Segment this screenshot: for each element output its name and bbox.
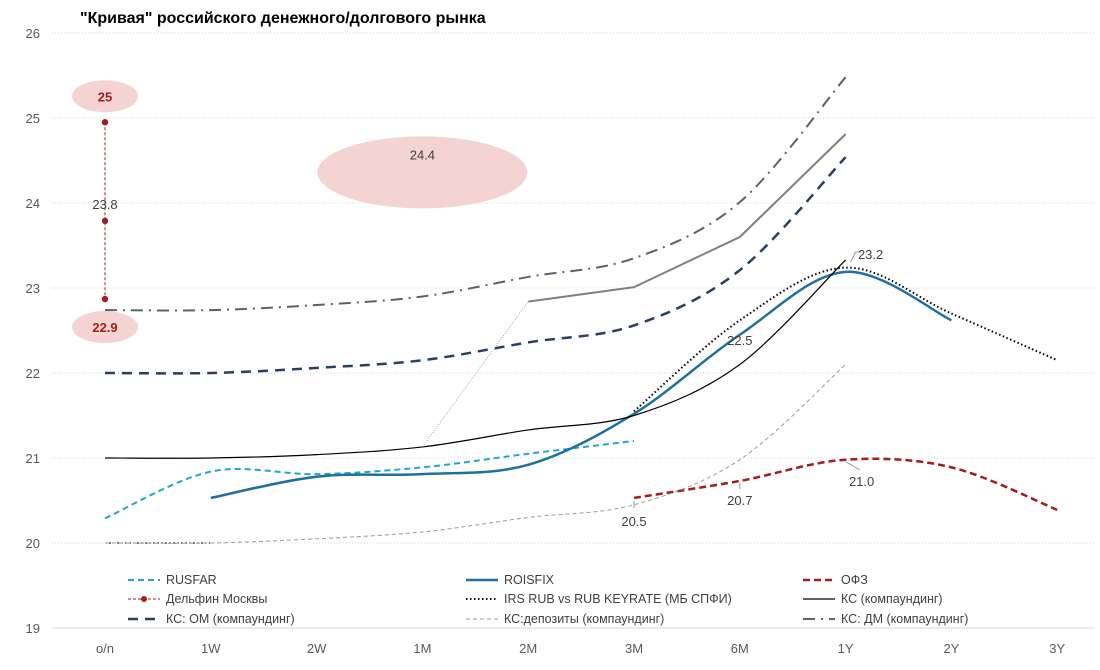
y-tick-label: 26 [26,26,40,41]
y-tick-label: 21 [26,451,40,466]
legend-label: КС: ОМ (компаундинг) [166,612,295,626]
legend-item: КС:депозиты (компаундинг) [466,612,664,626]
y-tick-label: 23 [26,281,40,296]
legend-label: КС:депозиты (компаундинг) [504,612,664,626]
x-tick-label: 1Y [838,641,854,656]
y-tick-label: 19 [26,621,40,636]
x-tick-label: 6M [731,641,749,656]
legend-item: Дельфин Москвы [128,592,267,606]
highlight-ellipse [317,136,528,209]
legend-marker [141,596,147,602]
x-tick-label: 3Y [1049,641,1065,656]
data-label: 24.4 [410,147,435,162]
legend-label: ROISFIX [504,573,555,587]
series-line-0 [104,440,635,520]
x-tick-label: 2M [519,641,537,656]
y-tick-label: 25 [26,111,40,126]
chart-title: "Кривая" российского денежного/долгового… [80,10,486,27]
delfin-point [101,217,109,225]
legend-label: Дельфин Москвы [166,592,267,606]
legend-label: IRS RUB vs RUB KEYRATE (МБ СПФИ) [504,592,732,606]
legend-label: RUSFAR [166,573,217,587]
series-line-5 [104,259,847,459]
x-tick-label: 2Y [943,641,959,656]
data-label: 22.9 [92,320,117,335]
series-line-8 [104,76,847,312]
data-label: 23.8 [92,197,117,212]
x-tick-label: 2W [307,641,327,656]
series-line-2 [633,457,1058,512]
leader-line [850,251,862,263]
data-label: 22.5 [727,333,752,348]
series-line-4 [633,266,1058,413]
x-tick-label: 1M [413,641,431,656]
series-line-9 [528,133,847,303]
delfin-point [101,295,109,303]
y-tick-label: 20 [26,536,40,551]
y-tick-label: 24 [26,196,40,211]
legend-label: ОФЗ [841,573,868,587]
highlight-ellipse [72,311,138,344]
legend-label: КС: ДМ (компаундинг) [841,612,968,626]
series-line-1 [210,270,952,500]
delfin-point [101,119,109,126]
data-label: 20.5 [621,514,646,529]
leader-line [845,461,860,471]
y-tick-label: 22 [26,366,40,381]
x-tick-label: 1W [201,641,221,656]
legend-item: КС: ДМ (компаундинг) [803,612,968,626]
legend-item: IRS RUB vs RUB KEYRATE (МБ СПФИ) [466,592,732,606]
data-label: 23.2 [858,247,883,262]
series-line-6 [104,156,847,375]
legend-item: КС (компаундинг) [803,592,943,606]
data-label: 21.0 [849,474,874,489]
series-connector [422,301,529,448]
x-tick-label: o/n [96,641,114,656]
legend-label: КС (компаундинг) [841,592,943,606]
x-tick-label: 3M [625,641,643,656]
series-line-7 [104,364,846,544]
highlight-ellipse [72,80,138,113]
legend-item: КС: ОМ (компаундинг) [128,612,295,626]
data-label: 20.7 [727,493,752,508]
legend-item: ОФЗ [803,573,868,587]
legend-item: ROISFIX [466,573,555,587]
data-label: 25 [98,89,112,104]
legend-item: RUSFAR [128,573,217,587]
